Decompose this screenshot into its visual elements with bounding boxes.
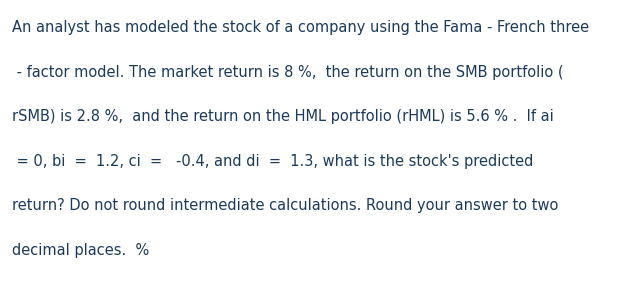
Text: rSMB) is 2.8 %,  and the return on the HML portfolio (rHML) is 5.6 % .  If ai: rSMB) is 2.8 %, and the return on the HM… xyxy=(12,109,554,124)
Text: decimal places.  %: decimal places. % xyxy=(12,243,150,257)
Text: = 0, bi  =  1.2, ci  =   -0.4, and di  =  1.3, what is the stock's predicted: = 0, bi = 1.2, ci = -0.4, and di = 1.3, … xyxy=(12,154,534,168)
Text: - factor model. The market return is 8 %,  the return on the SMB portfolio (: - factor model. The market return is 8 %… xyxy=(12,65,564,79)
Text: return? Do not round intermediate calculations. Round your answer to two: return? Do not round intermediate calcul… xyxy=(12,198,559,213)
Text: An analyst has modeled the stock of a company using the Fama - French three: An analyst has modeled the stock of a co… xyxy=(12,20,589,35)
